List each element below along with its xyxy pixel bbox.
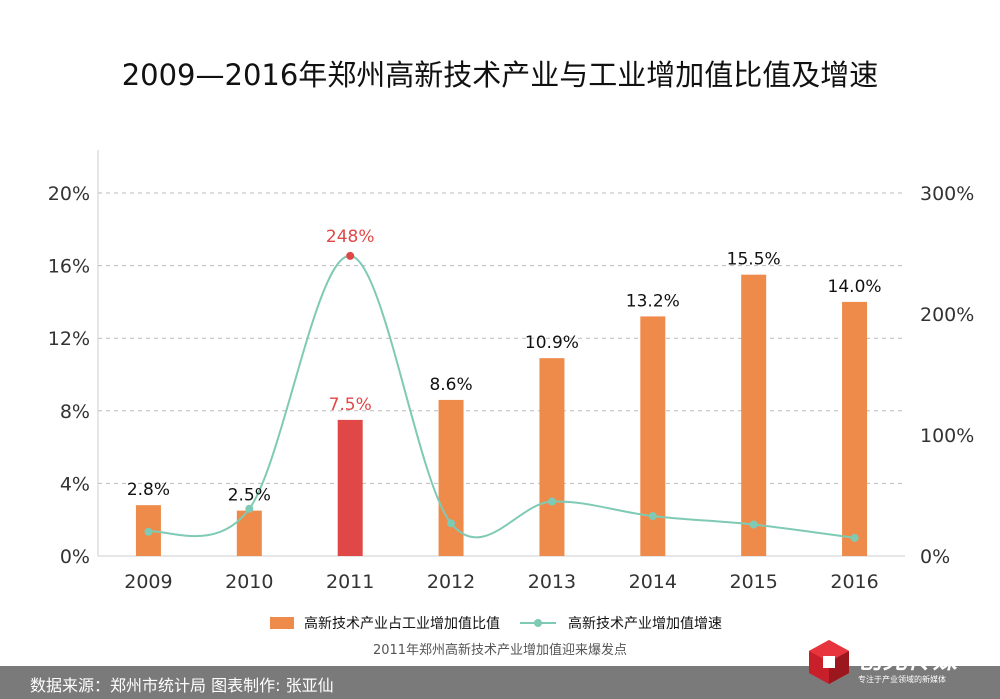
line-point bbox=[144, 527, 153, 536]
bar-value-label: 2.5% bbox=[228, 486, 271, 506]
bar bbox=[236, 510, 262, 556]
line-point bbox=[547, 497, 556, 506]
source-credit: 数据来源：郑州市统计局 图表制作: 张亚仙 bbox=[30, 676, 334, 695]
y-right-tick-label: 0% bbox=[920, 546, 950, 568]
legend-line-marker bbox=[534, 619, 542, 627]
chart-annotation: 2011年郑州高新技术产业增加值迎来爆发点 bbox=[373, 642, 627, 658]
y-left-tick-label: 0% bbox=[60, 546, 90, 568]
line-point bbox=[648, 512, 657, 521]
x-tick-label: 2013 bbox=[528, 571, 576, 593]
brand-slogan: 专注于产业领域的新媒体 bbox=[858, 675, 946, 684]
line-point bbox=[346, 251, 355, 260]
legend-line-label: 高新技术产业增加值增速 bbox=[568, 615, 722, 632]
y-right-tick-label: 200% bbox=[920, 304, 974, 326]
line-point bbox=[245, 504, 254, 513]
bar-value-label: 2.8% bbox=[127, 480, 170, 500]
x-tick-label: 2009 bbox=[124, 571, 172, 593]
legend-bar-label: 高新技术产业占工业增加值比值 bbox=[304, 615, 500, 632]
bar-value-label: 15.5% bbox=[727, 250, 781, 270]
line-layer bbox=[144, 251, 859, 542]
brand-name: 创見传媒 bbox=[858, 646, 958, 674]
axis-layer: 0% 4% 8% 12% 16% 20% 0% 100% 200% 300% 2009 2010 201… bbox=[48, 150, 974, 593]
line-point bbox=[850, 533, 859, 542]
bar-layer bbox=[135, 274, 868, 556]
bar-value-label: 10.9% bbox=[525, 333, 579, 353]
bar-value-label: 8.6% bbox=[429, 375, 472, 395]
bar-value-label: 14.0% bbox=[828, 277, 882, 297]
legend: 高新技术产业占工业增加值比值 高新技术产业增加值增速 bbox=[270, 615, 722, 632]
bar bbox=[539, 358, 565, 556]
bar bbox=[438, 399, 464, 556]
line-value-label: 248% bbox=[326, 227, 375, 247]
y-left-tick-label: 16% bbox=[48, 256, 90, 278]
legend-bar-swatch bbox=[270, 617, 294, 629]
grid-layer bbox=[98, 192, 905, 484]
x-tick-label: 2010 bbox=[225, 571, 273, 593]
brand-logo: 创見传媒 专注于产业领域的新媒体 bbox=[806, 638, 986, 696]
bar bbox=[842, 301, 868, 556]
line-point bbox=[447, 519, 456, 528]
chart-title: 2009—2016年郑州高新技术产业与工业增加值比值及增速 bbox=[121, 58, 879, 92]
bar bbox=[337, 419, 363, 556]
label-layer: 2.8% 2.5% 7.5% 8.6% 10.9% 13.2% 15.5% 14.0% 248% bbox=[127, 227, 882, 506]
bar bbox=[741, 274, 767, 556]
bar-value-label: 7.5% bbox=[329, 395, 372, 415]
brand-cube-icon bbox=[809, 640, 849, 684]
y-left-tick-label: 4% bbox=[60, 473, 90, 495]
y-left-tick-label: 8% bbox=[60, 401, 90, 423]
y-right-tick-label: 100% bbox=[920, 425, 974, 447]
bar-value-label: 13.2% bbox=[626, 291, 680, 311]
x-tick-label: 2016 bbox=[830, 571, 878, 593]
x-tick-label: 2014 bbox=[629, 571, 677, 593]
line-point bbox=[749, 520, 758, 529]
x-tick-label: 2011 bbox=[326, 571, 374, 593]
y-left-tick-label: 20% bbox=[48, 183, 90, 205]
y-right-tick-label: 300% bbox=[920, 183, 974, 205]
x-tick-label: 2015 bbox=[730, 571, 778, 593]
y-left-tick-label: 12% bbox=[48, 328, 90, 350]
x-tick-label: 2012 bbox=[427, 571, 475, 593]
